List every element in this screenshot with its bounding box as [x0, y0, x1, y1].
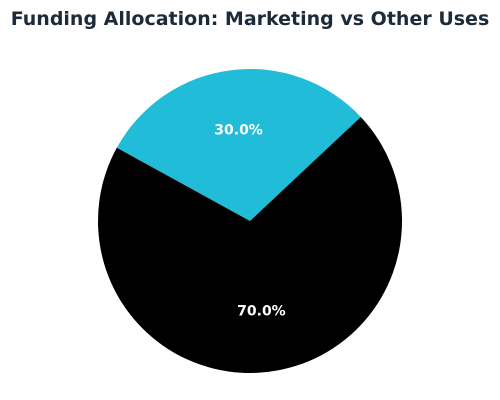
pie-labels: 30.0% 70.0% — [214, 123, 285, 320]
pie-slice-2 — [97, 116, 402, 374]
slice-label-1: 30.0% — [214, 123, 263, 139]
chart-title: Funding Allocation: Marketing vs Other U… — [10, 8, 490, 30]
slice-label-2: 70.0% — [237, 303, 286, 319]
pie-slice-1 — [116, 69, 361, 221]
pie-slices — [97, 69, 402, 374]
